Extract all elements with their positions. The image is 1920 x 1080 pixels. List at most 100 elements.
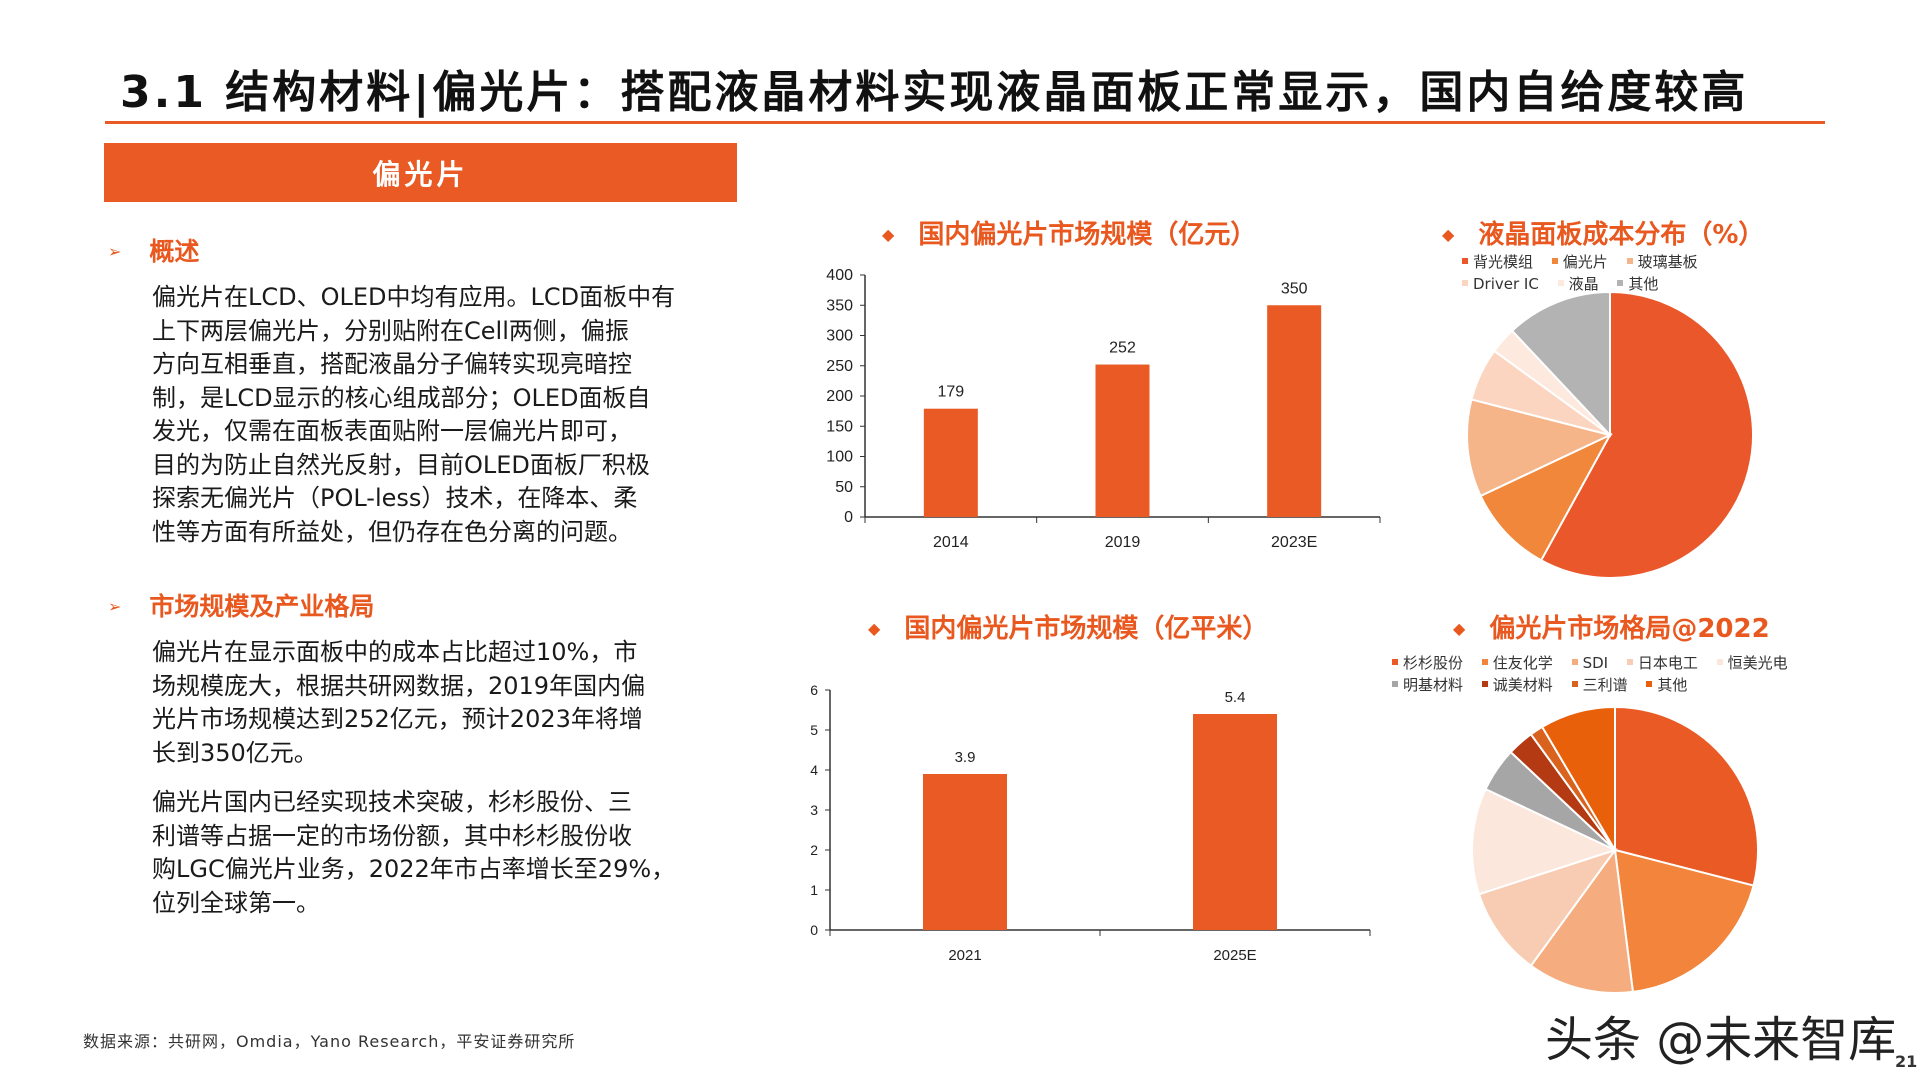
chart-title-text: 偏光片市场格局@2022 [1489,614,1770,644]
legend-label: 液晶 [1568,275,1599,293]
x-tick-label: 2023E [1271,534,1317,551]
y-tick-label: 300 [826,328,853,345]
overview-line: 上下两层偏光片，分别贴附在Cell两侧，偏振 [152,316,629,345]
overview-paragraph: 偏光片在LCD、OLED中均有应用。LCD面板中有 上下两层偏光片，分别贴附在C… [152,281,724,549]
overview-line: 发光，仅需在面板表面贴附一层偏光片即可， [152,417,632,445]
legend-item: 玻璃基板 [1626,251,1698,273]
legend-item: 偏光片 [1551,251,1608,273]
market-line: 偏光片在显示面板中的成本占比超过10%，市 [152,638,638,666]
bar [1267,305,1322,517]
legend-label: 明基材料 [1403,676,1464,694]
pie-slice [1529,847,1635,994]
market-line: 位列全球第一。 [152,888,320,917]
y-tick-label: 100 [826,449,853,466]
legend-swatch [1571,681,1578,687]
pie-slice [1466,398,1613,498]
y-tick-label: 6 [810,682,818,698]
legend-swatch [1617,280,1624,286]
y-tick-label: 150 [826,418,853,435]
y-tick-label: 400 [826,267,853,284]
market-paragraph-2: 偏光片国内已经实现技术突破，杉杉股份、三 利谱等占据一定的市场份额，其中杉杉股份… [152,786,724,920]
overview-line: 性等方面有所益处，但仍存在色分离的问题。 [152,517,632,546]
legend-market-share: 杉杉股份 住友化学 SDI 日本电工 恒美光电 明基材料 诚美材料 三利谱 其他 [1392,652,1862,696]
pie-slice [1510,290,1611,438]
legend-item: 三利谱 [1571,674,1628,696]
x-tick-label: 2021 [948,947,981,964]
overview-heading-text: 概述 [149,237,200,266]
legend-label: 杉杉股份 [1403,654,1464,672]
bar [923,408,978,517]
legend-swatch [1626,258,1633,264]
x-tick-label: 2019 [1105,534,1141,551]
legend-label: 偏光片 [1562,253,1608,271]
legend-swatch [1716,659,1723,665]
legend-item: Driver IC [1462,273,1539,295]
page-title: 3.1 结构材料|偏光片：搭配液晶材料实现液晶面板正常显示，国内自给度较高 [120,67,1749,118]
market-paragraph-1: 偏光片在显示面板中的成本占比超过10%，市 场规模庞大，根据共研网数据，2019… [152,636,724,770]
market-line: 利谱等占据一定的市场份额，其中杉杉股份收 [152,821,632,850]
x-tick-label: 2014 [933,534,969,551]
y-tick-label: 50 [835,479,853,496]
legend-label: Driver IC [1473,275,1539,293]
y-tick-label: 0 [844,509,853,526]
legend-label: 其他 [1628,275,1659,293]
y-tick-label: 200 [826,388,853,405]
diamond-icon: ◆ [1453,619,1466,638]
legend-swatch [1392,681,1398,687]
chart-title-text: 液晶面板成本分布（%） [1478,220,1765,250]
legend-cost-distribution: 背光模组 偏光片 玻璃基板 Driver IC 液晶 其他 [1462,251,1792,295]
y-tick-label: 250 [826,358,853,375]
pie-chart-market-share [1471,705,1759,994]
bullet-arrow-icon: ➢ [108,242,122,261]
data-label: 3.9 [955,749,976,766]
legend-item: 其他 [1646,674,1687,696]
legend-swatch [1571,659,1578,665]
diamond-icon: ◆ [868,619,881,638]
legend-item: 日本电工 [1626,652,1698,674]
legend-swatch [1646,681,1653,687]
overview-line: 偏光片在LCD、OLED中均有应用。LCD面板中有 [152,283,676,311]
legend-item: 住友化学 [1481,652,1553,674]
overview-line: 目的为防止自然光反射，目前OLED面板厂积极 [152,450,650,479]
legend-swatch [1462,280,1468,286]
legend-item: 液晶 [1557,273,1599,295]
pie-slice [1471,787,1618,896]
y-tick-label: 2 [810,842,818,858]
legend-swatch [1481,659,1488,665]
pie-slice [1477,848,1618,968]
overview-line: 制，是LCD显示的核心组成部分；OLED面板自 [152,383,651,412]
data-label: 252 [1109,340,1136,357]
legend-swatch [1392,659,1398,665]
page-number: 21 [1895,1052,1918,1071]
x-tick-label: 2025E [1213,947,1256,964]
legend-item: 其他 [1617,273,1658,295]
bar [1193,714,1277,930]
bar-chart-market-area: 0 1 2 3 4 5 6 3.9 2021 5.4 2025E [810,682,1371,964]
legend-label: 其他 [1657,676,1688,694]
chart-title-text: 国内偏光片市场规模（亿平米） [904,614,1269,644]
data-label: 5.4 [1225,689,1246,706]
legend-item: SDI [1571,652,1609,674]
legend-label: 背光模组 [1473,253,1534,271]
y-tick-label: 3 [810,802,818,818]
legend-item: 杉杉股份 [1392,652,1463,674]
market-line: 场规模庞大，根据共研网数据，2019年国内偏 [152,671,646,700]
legend-label: SDI [1582,654,1609,672]
market-line: 光片市场规模达到252亿元，预计2023年将增 [152,705,643,733]
pie-slice [1613,848,1755,993]
y-tick-label: 350 [826,297,853,314]
pie-slice [1540,705,1616,854]
overview-line: 探索无偏光片（POL-less）技术，在降本、柔 [152,484,638,512]
source-note: 数据来源：共研网，Omdia，Yano Research，平安证券研究所 [83,1032,576,1051]
pie-chart-cost-distribution [1466,290,1754,579]
legend-label: 恒美光电 [1727,654,1788,672]
legend-swatch [1557,280,1564,286]
legend-item: 背光模组 [1462,251,1533,273]
chart-title-market-share: ◆ 偏光片市场格局@2022 [1453,608,1770,645]
data-label: 350 [1281,280,1308,297]
legend-swatch [1551,258,1558,264]
pie-slice [1614,705,1759,887]
legend-swatch [1462,258,1468,264]
market-line: 偏光片国内已经实现技术突破，杉杉股份、三 [152,788,632,816]
pie-slice [1539,290,1754,579]
